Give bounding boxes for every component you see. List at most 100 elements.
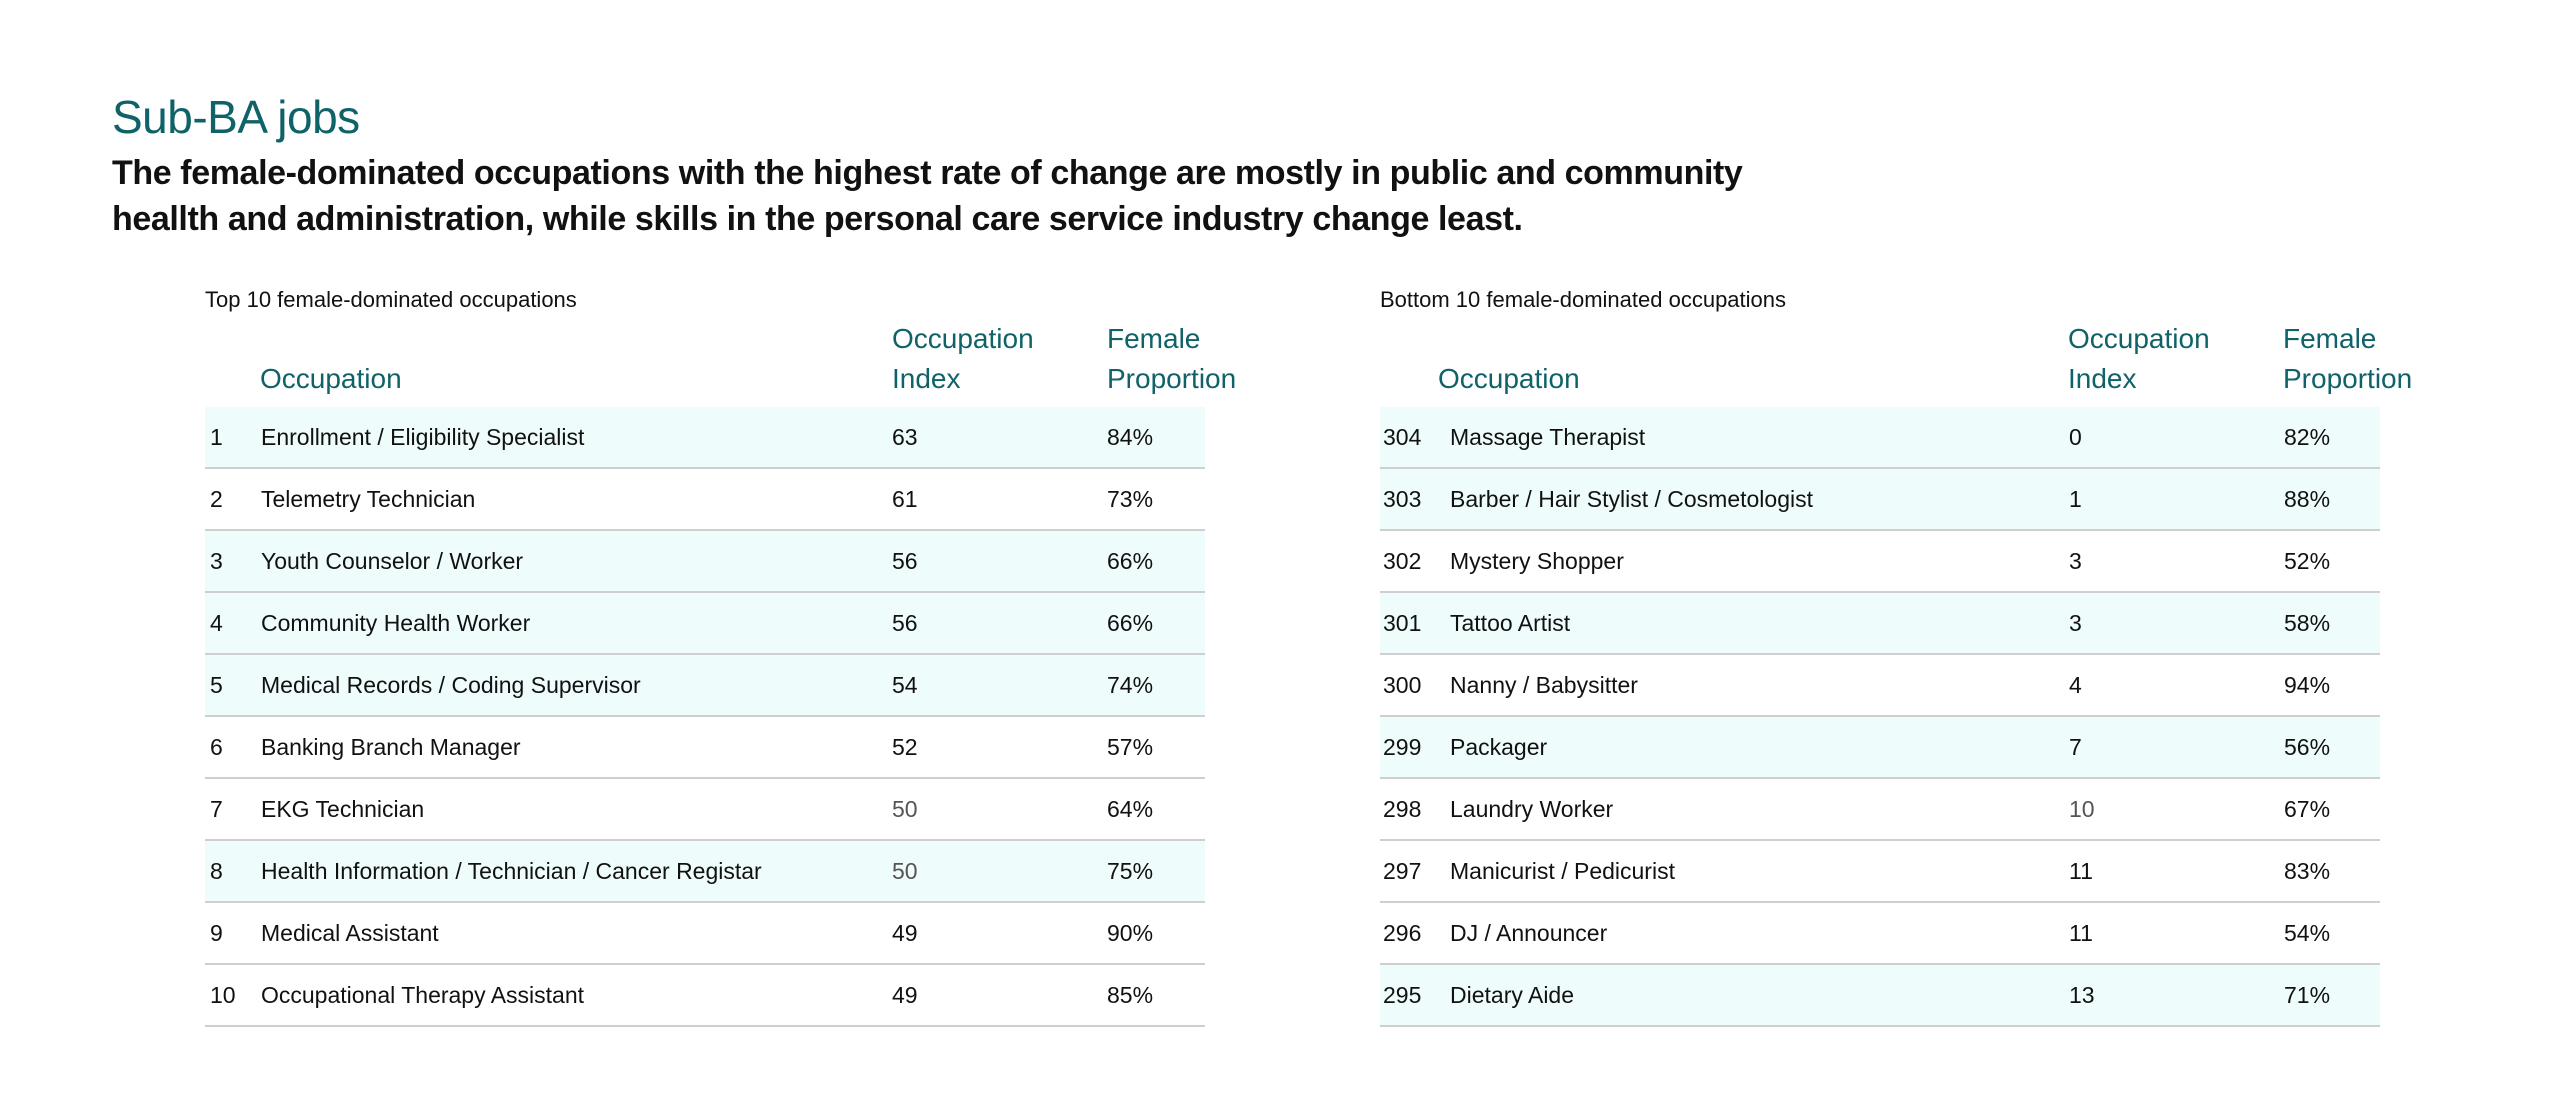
table-row: 2 Telemetry Technician 61 73%	[205, 469, 1205, 531]
table-row: 297 Manicurist / Pedicurist 11 83%	[1380, 841, 2380, 903]
rank-cell: 296	[1383, 920, 1422, 946]
rank-cell: 295	[1383, 982, 1422, 1008]
table-row: 295 Dietary Aide 13 71%	[1380, 965, 2380, 1027]
rank-cell: 7	[210, 796, 223, 822]
occupation-index-cell: 54	[892, 672, 918, 698]
female-proportion-cell: 74%	[1107, 672, 1154, 698]
table-row: 6 Banking Branch Manager 52 57%	[205, 717, 1205, 779]
female-proportion-cell: 54%	[2284, 920, 2331, 946]
female-proportion-cell: 88%	[2284, 486, 2331, 512]
rank-cell: 2	[210, 486, 223, 512]
occupation-cell: Manicurist / Pedicurist	[1450, 858, 1675, 884]
occupation-cell: Enrollment / Eligibility Specialist	[261, 424, 585, 450]
occupation-index-cell: 56	[892, 548, 918, 574]
rank-cell: 303	[1383, 486, 1422, 512]
rank-cell: 304	[1383, 424, 1422, 450]
column-header-occupation: Occupation	[260, 363, 402, 394]
occupation-index-cell: 50	[892, 858, 918, 884]
occupation-index-cell: 52	[892, 734, 918, 760]
occupation-index-cell: 7	[2069, 734, 2082, 760]
bottom-10-table: Bottom 10 female-dominated occupations O…	[1380, 285, 2412, 1027]
table-row: 4 Community Health Worker 56 66%	[205, 593, 1205, 655]
occupation-index-cell: 61	[892, 486, 918, 512]
occupation-index-cell: 4	[2069, 672, 2082, 698]
female-proportion-cell: 64%	[1107, 796, 1154, 822]
occupation-index-cell: 11	[2069, 858, 2093, 884]
female-proportion-cell: 83%	[2284, 858, 2331, 884]
rank-cell: 10	[210, 982, 236, 1008]
rank-cell: 302	[1383, 548, 1422, 574]
table-header: Occupation Occupation Index Female Propo…	[205, 315, 1236, 407]
column-header-female-proportion: Female Proportion	[2283, 323, 2413, 394]
female-proportion-cell: 66%	[1107, 610, 1154, 636]
table-row: 301 Tattoo Artist 3 58%	[1380, 593, 2380, 655]
occupation-index-cell: 1	[2069, 486, 2082, 512]
occupation-cell: Massage Therapist	[1450, 424, 1646, 450]
occupation-index-cell: 63	[892, 424, 918, 450]
table-row: 9 Medical Assistant 49 90%	[205, 903, 1205, 965]
occupation-index-cell: 49	[892, 920, 918, 946]
table-body: 1 Enrollment / Eligibility Specialist 63 84…	[205, 407, 1205, 1027]
female-proportion-cell: 58%	[2284, 610, 2331, 636]
rank-cell: 8	[210, 858, 223, 884]
female-proportion-cell: 73%	[1107, 486, 1154, 512]
table-row: 5 Medical Records / Coding Supervisor 54 74…	[205, 655, 1205, 717]
occupation-cell: Dietary Aide	[1450, 982, 1575, 1008]
rank-cell: 301	[1383, 610, 1422, 636]
female-proportion-cell: 85%	[1107, 982, 1154, 1008]
female-proportion-cell: 71%	[2284, 982, 2331, 1008]
rank-cell: 5	[210, 672, 223, 698]
occupation-cell: Tattoo Artist	[1450, 610, 1571, 636]
female-proportion-cell: 75%	[1107, 858, 1154, 884]
rank-cell: 6	[210, 734, 223, 760]
page-subtitle: The female-dominated occupations with th…	[112, 154, 1743, 238]
occupation-cell: Barber / Hair Stylist / Cosmetologist	[1450, 486, 1814, 512]
occupation-index-cell: 3	[2069, 610, 2082, 636]
table-row: 296 DJ / Announcer 11 54%	[1380, 903, 2380, 965]
table-body: 304 Massage Therapist 0 82% 303 Barber / Hair…	[1380, 407, 2380, 1027]
column-header-female-proportion: Female Proportion	[1107, 323, 1237, 394]
table-row: 7 EKG Technician 50 64%	[205, 779, 1205, 841]
occupation-cell: Packager	[1450, 734, 1548, 760]
table-row: 299 Packager 7 56%	[1380, 717, 2380, 779]
occupation-cell: Youth Counselor / Worker	[261, 548, 524, 574]
rank-cell: 299	[1383, 734, 1422, 760]
occupation-cell: Banking Branch Manager	[261, 734, 521, 760]
table-row: 8 Health Information / Technician / Cance…	[205, 841, 1205, 903]
rank-cell: 300	[1383, 672, 1422, 698]
occupation-index-cell: 56	[892, 610, 918, 636]
occupation-index-cell: 50	[892, 796, 918, 822]
rank-cell: 297	[1383, 858, 1422, 884]
page-title: Sub-BA jobs	[112, 91, 360, 143]
column-header-occupation: Occupation	[1438, 363, 1580, 394]
rank-cell: 9	[210, 920, 223, 946]
table-header: Occupation Occupation Index Female Propo…	[1380, 315, 2412, 407]
female-proportion-cell: 57%	[1107, 734, 1154, 760]
occupation-cell: Occupational Therapy Assistant	[261, 982, 585, 1008]
column-header-occupation-index: Occupation Index	[2068, 323, 2210, 394]
occupation-index-cell: 0	[2069, 424, 2082, 450]
table-row: 298 Laundry Worker 10 67%	[1380, 779, 2380, 841]
occupation-cell: DJ / Announcer	[1450, 920, 1608, 946]
rank-cell: 3	[210, 548, 223, 574]
occupation-index-cell: 3	[2069, 548, 2082, 574]
female-proportion-cell: 94%	[2284, 672, 2331, 698]
occupation-index-cell: 13	[2069, 982, 2095, 1008]
female-proportion-cell: 84%	[1107, 424, 1154, 450]
column-header-occupation-index: Occupation Index	[892, 323, 1034, 394]
table-row: 10 Occupational Therapy Assistant 49 85%	[205, 965, 1205, 1027]
female-proportion-cell: 56%	[2284, 734, 2331, 760]
table-row: 302 Mystery Shopper 3 52%	[1380, 531, 2380, 593]
rank-cell: 4	[210, 610, 223, 636]
occupation-cell: Telemetry Technician	[261, 486, 476, 512]
table-caption: Top 10 female-dominated occupations	[205, 287, 577, 312]
female-proportion-cell: 52%	[2284, 548, 2331, 574]
female-proportion-cell: 82%	[2284, 424, 2331, 450]
occupation-cell: EKG Technician	[261, 796, 425, 822]
occupation-index-cell: 49	[892, 982, 918, 1008]
occupation-cell: Laundry Worker	[1450, 796, 1614, 822]
female-proportion-cell: 67%	[2284, 796, 2331, 822]
table-row: 3 Youth Counselor / Worker 56 66%	[205, 531, 1205, 593]
female-proportion-cell: 90%	[1107, 920, 1154, 946]
table-row: 303 Barber / Hair Stylist / Cosmetologist…	[1380, 469, 2380, 531]
